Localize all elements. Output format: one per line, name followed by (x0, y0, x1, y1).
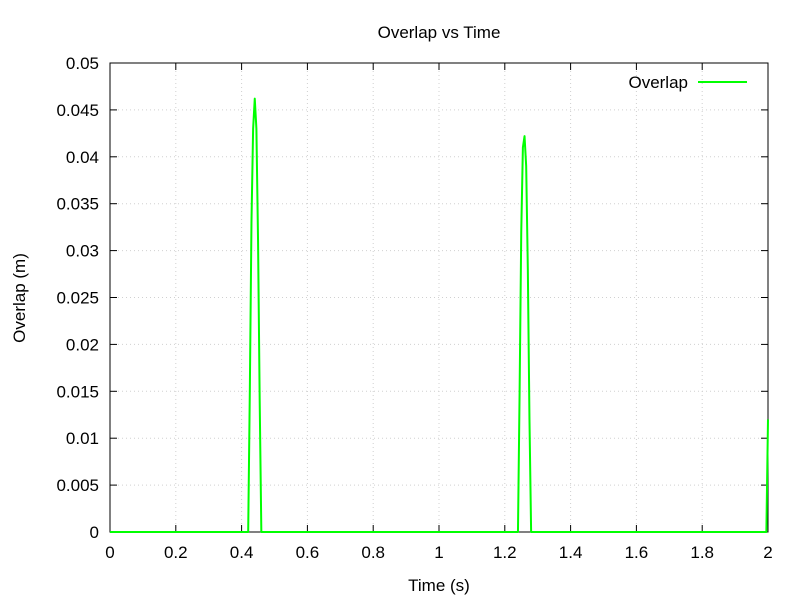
y-tick-label: 0.01 (66, 429, 99, 448)
x-tick-label: 0.6 (296, 543, 320, 562)
y-tick-label: 0.03 (66, 242, 99, 261)
x-tick-label: 1.2 (493, 543, 517, 562)
series-line-overlap (110, 97, 769, 533)
y-tick-label: 0.035 (56, 195, 99, 214)
y-tick-label: 0.04 (66, 148, 99, 167)
x-tick-label: 0 (105, 543, 114, 562)
x-axis-label: Time (s) (408, 576, 470, 595)
series-layer (110, 97, 769, 533)
x-tick-label: 1.4 (559, 543, 583, 562)
y-tick-label: 0.045 (56, 101, 99, 120)
y-tick-label: 0 (90, 523, 99, 542)
legend: Overlap (628, 73, 747, 92)
x-tick-label: 2 (763, 543, 772, 562)
axes: 0 0.2 0.4 0.6 0.8 1 1.2 1.4 1.6 1.8 2 0 0.005 0.01 0.0… (56, 54, 772, 562)
x-tick-label: 1 (434, 543, 443, 562)
x-tick-label: 1.6 (625, 543, 649, 562)
grid-lines (110, 63, 768, 532)
y-tick-label: 0.025 (56, 289, 99, 308)
y-tick-label: 0.05 (66, 54, 99, 73)
legend-label-overlap: Overlap (628, 73, 688, 92)
chart-title: Overlap vs Time (378, 23, 501, 42)
x-tick-label: 1.8 (690, 543, 714, 562)
x-tick-label: 0.2 (164, 543, 188, 562)
x-tick-label: 0.8 (361, 543, 385, 562)
x-tick-label: 0.4 (230, 543, 254, 562)
y-axis-label: Overlap (m) (10, 253, 29, 343)
y-tick-label: 0.015 (56, 382, 99, 401)
y-tick-label: 0.02 (66, 335, 99, 354)
y-tick-label: 0.005 (56, 476, 99, 495)
